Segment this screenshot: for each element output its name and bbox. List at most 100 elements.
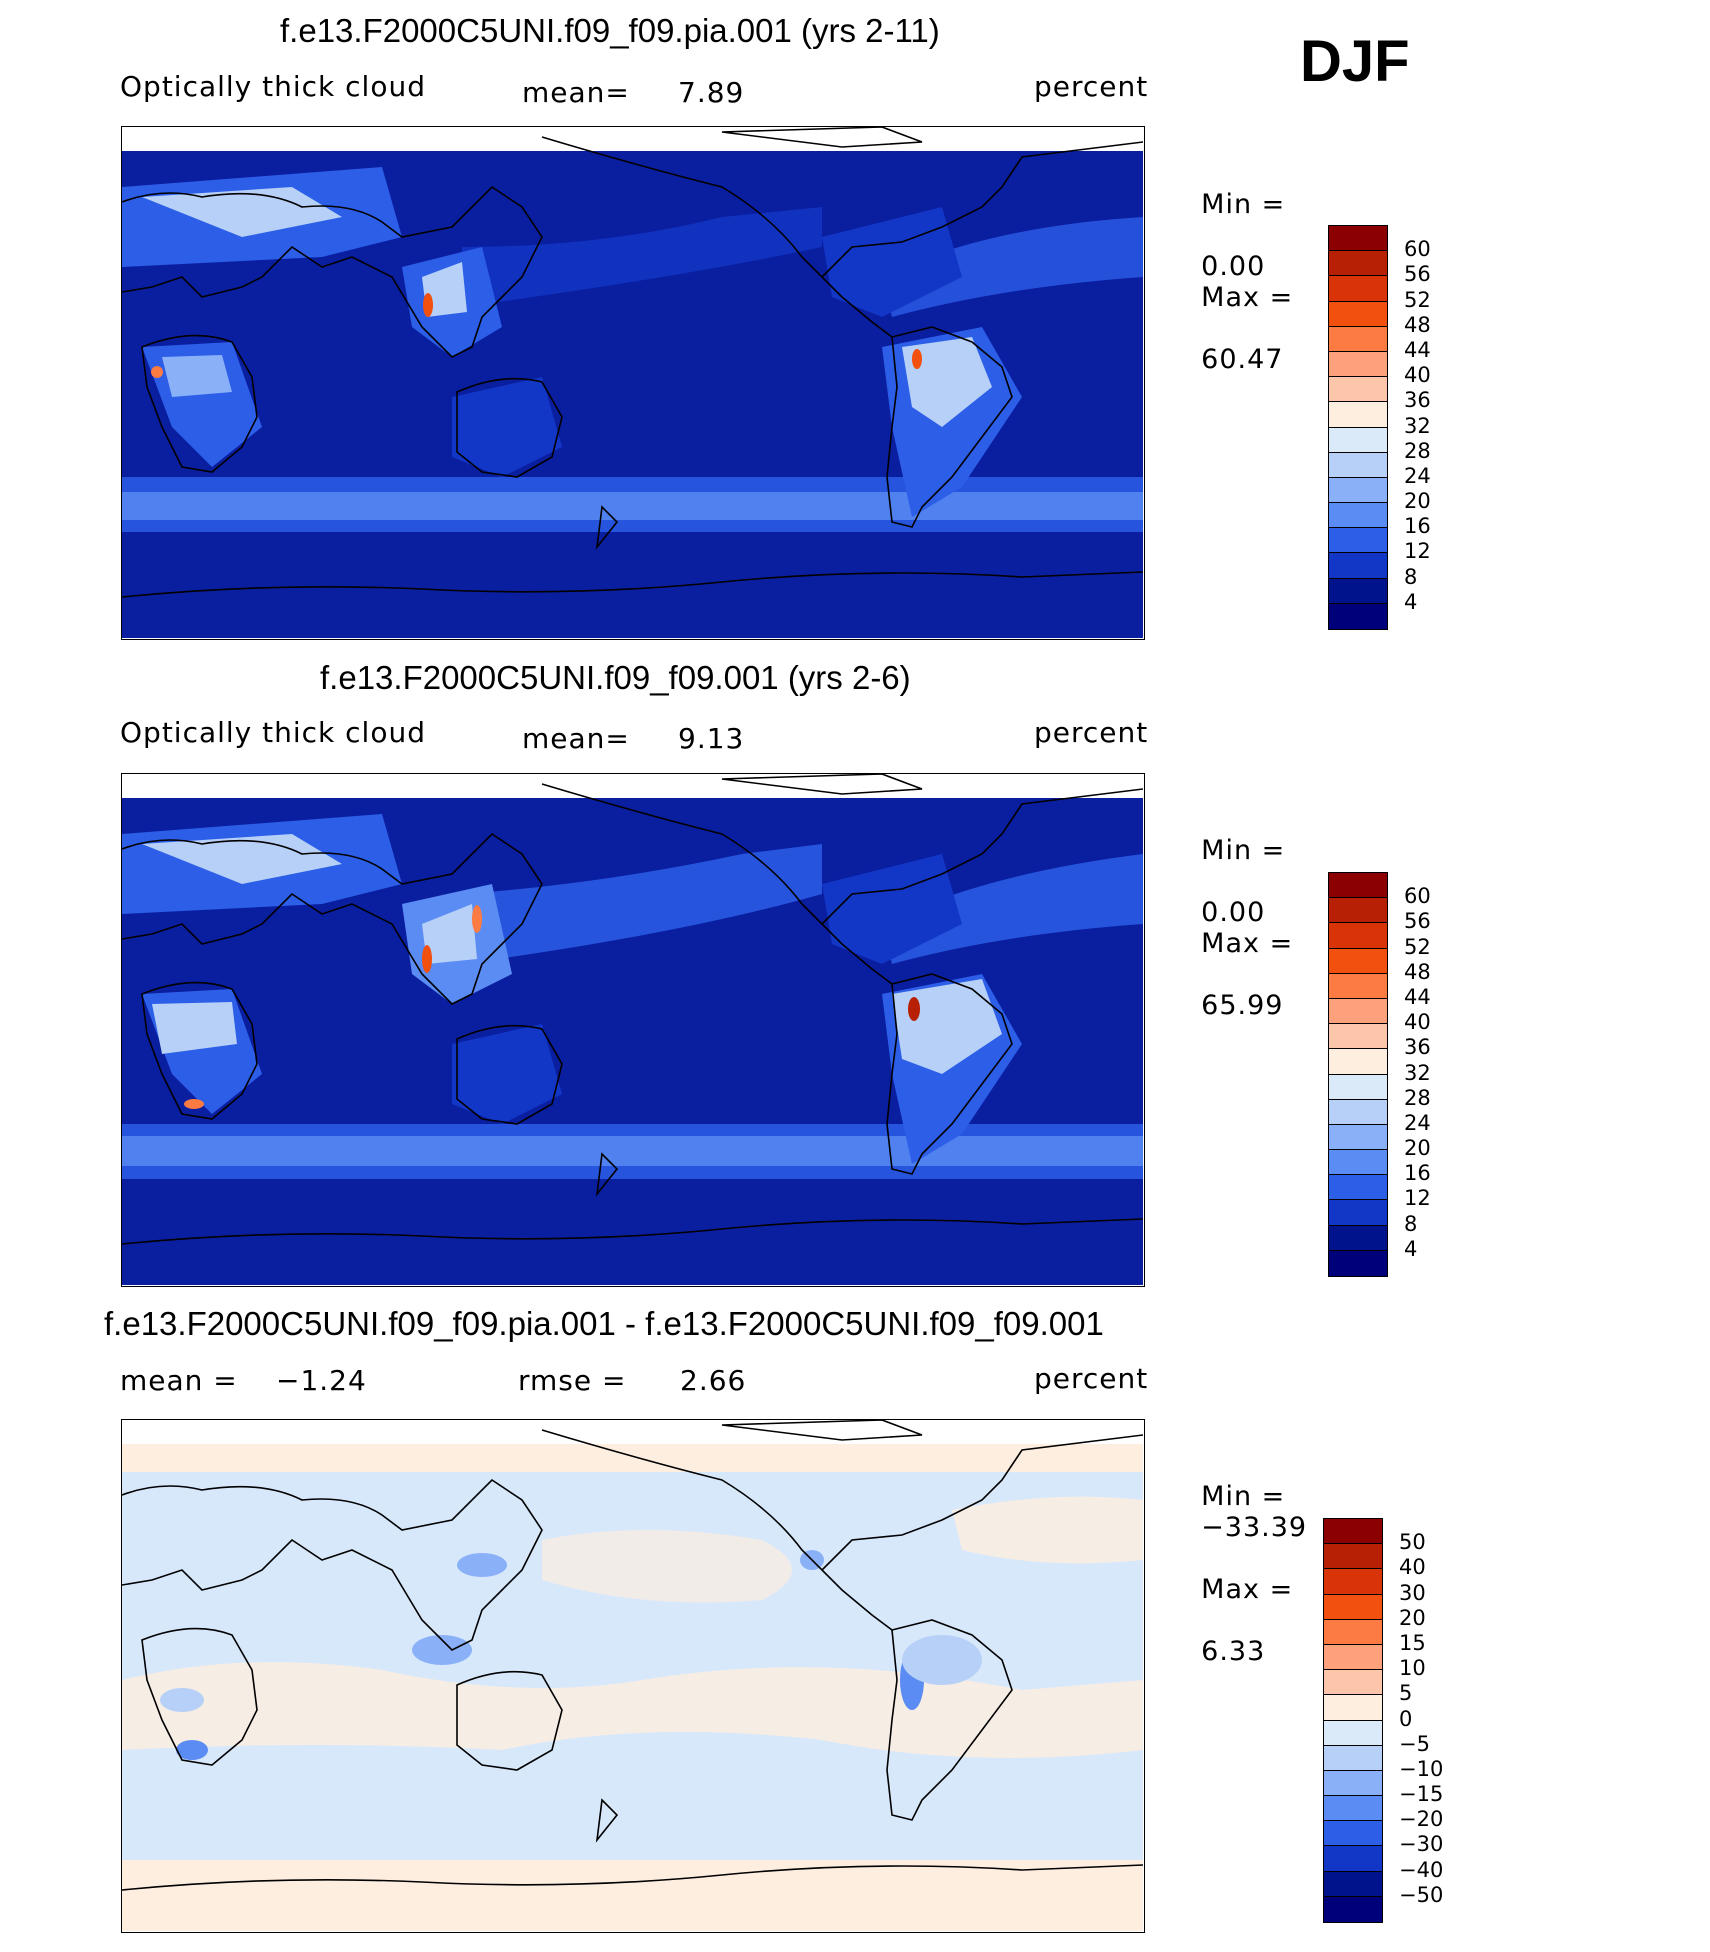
panel1-map bbox=[121, 126, 1145, 640]
panel1-min-value: 0.00 bbox=[1201, 251, 1266, 282]
panel1-mean-label: mean= bbox=[522, 76, 630, 109]
colorbar-segment bbox=[1324, 1846, 1382, 1872]
colorbar-tick-label: 4 bbox=[1404, 589, 1418, 614]
panel2-min-label: Min = bbox=[1201, 835, 1286, 866]
panel3-colorbar-labels: 50 40 30 20 15 10 5 0 −5 −10 −15 −20 −30 −40 −50 bbox=[1399, 1518, 1489, 1923]
colorbar-tick-label: 36 bbox=[1404, 388, 1431, 413]
panel1-colorbar-labels: 60 56 52 48 44 40 36 32 28 24 20 16 12 8 4 bbox=[1404, 225, 1484, 630]
colorbar-tick-label: 28 bbox=[1404, 438, 1431, 463]
colorbar-segment bbox=[1329, 1225, 1387, 1251]
colorbar-tick-label: 48 bbox=[1404, 959, 1431, 984]
panel1-coastlines bbox=[122, 127, 1143, 598]
colorbar-tick-label: −15 bbox=[1399, 1782, 1444, 1807]
panel1-max-label: Max = bbox=[1201, 282, 1294, 313]
colorbar-segment bbox=[1329, 427, 1387, 453]
colorbar-segment bbox=[1329, 603, 1387, 629]
colorbar-tick-label: 20 bbox=[1404, 1136, 1431, 1161]
colorbar-segment bbox=[1324, 1544, 1382, 1570]
panel1-units: percent bbox=[1034, 70, 1149, 103]
colorbar-segment bbox=[1324, 1644, 1382, 1671]
panel1-min-label: Min = bbox=[1201, 189, 1286, 220]
colorbar-tick-label: −30 bbox=[1399, 1832, 1444, 1857]
panel3-rmse-value: 2.66 bbox=[680, 1364, 747, 1397]
panel1-minmax: Min = 0.00 Max = 60.47 bbox=[1182, 158, 1293, 375]
colorbar-tick-label: 32 bbox=[1404, 1060, 1431, 1085]
panel2-colorbar bbox=[1328, 872, 1388, 1277]
colorbar-tick-label: 4 bbox=[1404, 1236, 1418, 1261]
colorbar-tick-label: 12 bbox=[1404, 1186, 1431, 1211]
panel2-mean-label: mean= bbox=[522, 722, 630, 755]
panel2-max-label: Max = bbox=[1201, 928, 1294, 959]
panel2-min-value: 0.00 bbox=[1201, 897, 1266, 928]
colorbar-segment bbox=[1324, 1821, 1382, 1847]
colorbar-segment bbox=[1329, 251, 1387, 277]
panel2-colorbar-labels: 60 56 52 48 44 40 36 32 28 24 20 16 12 8 4 bbox=[1404, 872, 1484, 1277]
colorbar-segment bbox=[1329, 898, 1387, 924]
colorbar-tick-label: 20 bbox=[1399, 1605, 1426, 1630]
colorbar-tick-label: −40 bbox=[1399, 1857, 1444, 1882]
colorbar-segment bbox=[1329, 923, 1387, 949]
colorbar-tick-label: 56 bbox=[1404, 909, 1431, 934]
panel1-variable-label: Optically thick cloud bbox=[120, 70, 426, 103]
colorbar-tick-label: 44 bbox=[1404, 984, 1431, 1009]
colorbar-segment bbox=[1324, 1796, 1382, 1822]
colorbar-tick-label: −20 bbox=[1399, 1807, 1444, 1832]
colorbar-tick-label: 56 bbox=[1404, 262, 1431, 287]
colorbar-segment bbox=[1329, 1049, 1387, 1075]
colorbar-tick-label: 44 bbox=[1404, 337, 1431, 362]
panel3-rmse-label: rmse = bbox=[518, 1364, 627, 1397]
colorbar-segment bbox=[1329, 276, 1387, 302]
panel3-max-label: Max = bbox=[1201, 1574, 1294, 1605]
colorbar-segment bbox=[1329, 973, 1387, 999]
colorbar-tick-label: 40 bbox=[1399, 1555, 1426, 1580]
panel1-colorbar bbox=[1328, 225, 1388, 630]
colorbar-tick-label: 28 bbox=[1404, 1085, 1431, 1110]
colorbar-tick-label: 60 bbox=[1404, 884, 1431, 909]
colorbar-tick-label: 50 bbox=[1399, 1530, 1426, 1555]
colorbar-tick-label: 40 bbox=[1404, 363, 1431, 388]
colorbar-segment bbox=[1324, 1695, 1382, 1721]
panel2-max-value: 65.99 bbox=[1201, 990, 1284, 1021]
panel3-coastlines bbox=[122, 1420, 1143, 1891]
colorbar-tick-label: 24 bbox=[1404, 1110, 1431, 1135]
colorbar-tick-label: −50 bbox=[1399, 1882, 1444, 1907]
colorbar-tick-label: 20 bbox=[1404, 489, 1431, 514]
colorbar-tick-label: 12 bbox=[1404, 539, 1431, 564]
colorbar-segment bbox=[1329, 578, 1387, 604]
colorbar-tick-label: 10 bbox=[1399, 1656, 1426, 1681]
colorbar-tick-label: 15 bbox=[1399, 1630, 1426, 1655]
colorbar-segment bbox=[1329, 1024, 1387, 1050]
colorbar-segment bbox=[1329, 377, 1387, 403]
colorbar-segment bbox=[1329, 998, 1387, 1025]
panel3-title: f.e13.F2000C5UNI.f09_f09.pia.001 - f.e13… bbox=[104, 1305, 1104, 1342]
panel3-minmax: Min = −33.39 Max = 6.33 bbox=[1182, 1450, 1307, 1667]
panel1-mean-value: 7.89 bbox=[678, 76, 745, 109]
colorbar-segment bbox=[1324, 1569, 1382, 1595]
colorbar-segment bbox=[1324, 1619, 1382, 1645]
panel3-map bbox=[121, 1419, 1145, 1933]
colorbar-segment bbox=[1329, 226, 1387, 252]
colorbar-segment bbox=[1324, 1871, 1382, 1897]
colorbar-segment bbox=[1324, 1519, 1382, 1545]
colorbar-segment bbox=[1324, 1720, 1382, 1746]
colorbar-segment bbox=[1324, 1745, 1382, 1771]
colorbar-segment bbox=[1329, 402, 1387, 428]
colorbar-segment bbox=[1329, 326, 1387, 352]
panel3-colorbar bbox=[1323, 1518, 1383, 1923]
colorbar-segment bbox=[1329, 948, 1387, 974]
land-north-america bbox=[822, 207, 962, 317]
colorbar-tick-label: 16 bbox=[1404, 514, 1431, 539]
panel2-coastlines bbox=[122, 774, 1143, 1245]
colorbar-segment bbox=[1329, 301, 1387, 327]
panel3-units: percent bbox=[1034, 1362, 1149, 1395]
panel2-title: f.e13.F2000C5UNI.f09_f09.001 (yrs 2-6) bbox=[320, 659, 911, 696]
colorbar-tick-label: 32 bbox=[1404, 413, 1431, 438]
colorbar-tick-label: 52 bbox=[1404, 934, 1431, 959]
colorbar-segment bbox=[1329, 1150, 1387, 1176]
panel3-mean-value: −1.24 bbox=[276, 1364, 367, 1397]
colorbar-segment bbox=[1329, 1175, 1387, 1201]
colorbar-segment bbox=[1329, 528, 1387, 554]
colorbar-segment bbox=[1324, 1670, 1382, 1696]
colorbar-segment bbox=[1329, 452, 1387, 478]
colorbar-segment bbox=[1329, 1200, 1387, 1226]
